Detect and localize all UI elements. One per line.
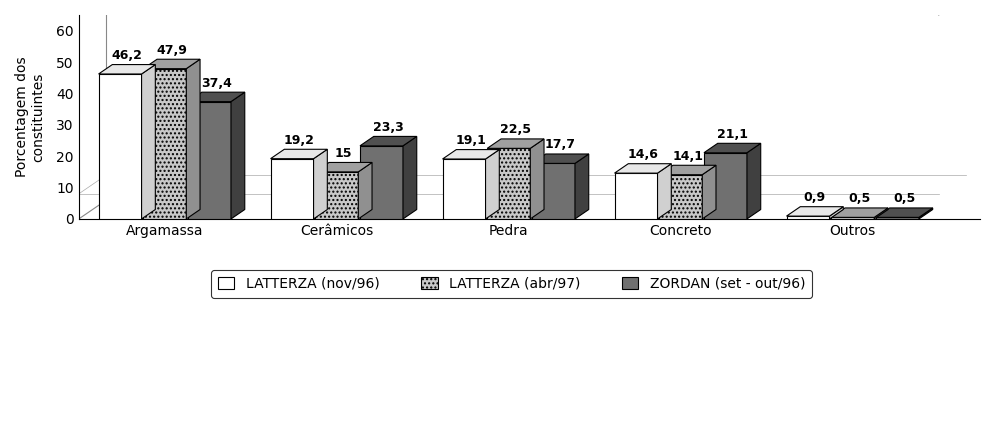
Text: 0,5: 0,5	[848, 192, 870, 206]
Text: 14,1: 14,1	[672, 150, 703, 163]
Polygon shape	[487, 148, 530, 219]
Polygon shape	[231, 92, 245, 219]
Polygon shape	[875, 208, 931, 217]
Polygon shape	[918, 208, 931, 219]
Polygon shape	[141, 65, 155, 219]
Polygon shape	[704, 153, 746, 219]
Text: 0,9: 0,9	[803, 191, 825, 204]
Polygon shape	[270, 149, 327, 159]
Text: 47,9: 47,9	[156, 44, 187, 57]
Polygon shape	[785, 216, 829, 219]
Y-axis label: Porcentagem dos
constituintes: Porcentagem dos constituintes	[15, 57, 45, 177]
Polygon shape	[188, 102, 231, 219]
Legend: LATTERZA (nov/96), LATTERZA (abr/97), ZORDAN (set - out/96): LATTERZA (nov/96), LATTERZA (abr/97), ZO…	[211, 270, 811, 298]
Text: 37,4: 37,4	[201, 77, 232, 90]
Polygon shape	[874, 208, 887, 219]
Text: 17,7: 17,7	[545, 138, 576, 151]
Polygon shape	[829, 207, 843, 219]
Text: 14,6: 14,6	[627, 148, 658, 161]
Polygon shape	[315, 162, 372, 172]
Polygon shape	[875, 217, 918, 219]
Polygon shape	[360, 136, 416, 146]
Polygon shape	[403, 136, 416, 219]
Text: 23,3: 23,3	[373, 121, 404, 134]
Polygon shape	[830, 208, 887, 217]
Polygon shape	[442, 159, 485, 219]
Polygon shape	[143, 69, 186, 219]
Text: 21,1: 21,1	[716, 128, 747, 141]
Polygon shape	[487, 139, 544, 148]
Polygon shape	[98, 74, 141, 219]
Polygon shape	[186, 59, 200, 219]
Polygon shape	[746, 143, 760, 219]
Polygon shape	[360, 146, 403, 219]
Polygon shape	[532, 154, 588, 163]
Polygon shape	[442, 150, 499, 159]
Polygon shape	[659, 165, 716, 175]
Text: 19,2: 19,2	[283, 134, 314, 147]
Polygon shape	[702, 165, 716, 219]
Polygon shape	[532, 163, 575, 219]
Polygon shape	[575, 154, 588, 219]
Polygon shape	[143, 59, 200, 69]
Polygon shape	[315, 172, 358, 219]
Polygon shape	[659, 175, 702, 219]
Polygon shape	[98, 65, 155, 74]
Polygon shape	[485, 150, 499, 219]
Polygon shape	[313, 149, 327, 219]
Polygon shape	[358, 162, 372, 219]
Text: 22,5: 22,5	[500, 124, 531, 136]
Polygon shape	[657, 164, 671, 219]
Polygon shape	[614, 173, 657, 219]
Polygon shape	[614, 164, 671, 173]
Polygon shape	[530, 139, 544, 219]
Text: 46,2: 46,2	[111, 49, 142, 62]
Polygon shape	[270, 159, 313, 219]
Polygon shape	[704, 143, 760, 153]
Text: 15: 15	[335, 147, 352, 160]
Polygon shape	[830, 217, 874, 219]
Polygon shape	[188, 92, 245, 102]
Text: 0,5: 0,5	[893, 192, 914, 206]
Text: 19,1: 19,1	[455, 134, 486, 147]
Polygon shape	[785, 207, 843, 216]
